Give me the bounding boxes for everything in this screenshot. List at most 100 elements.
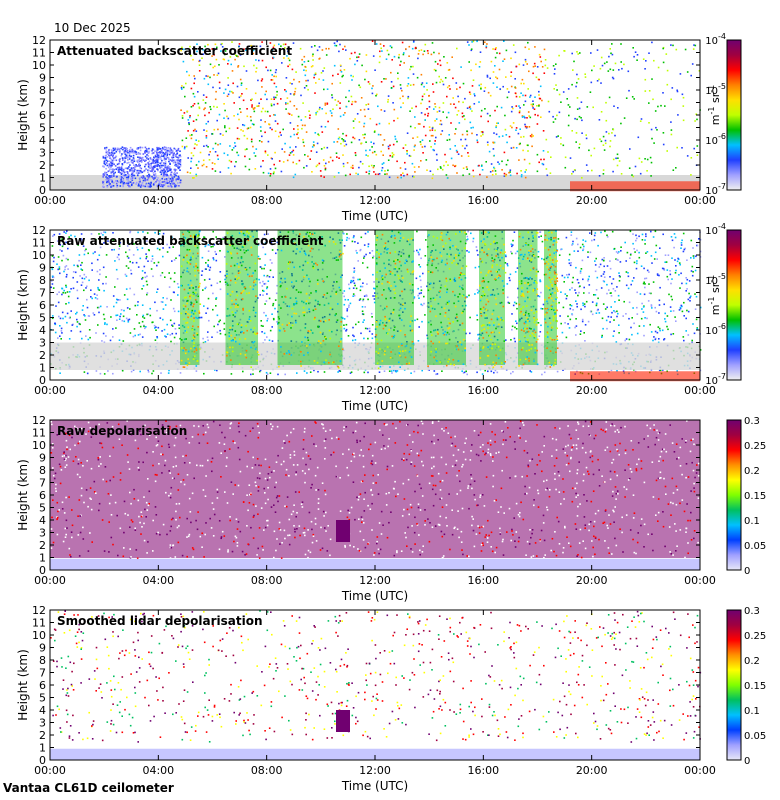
signal-pixel	[498, 52, 501, 55]
signal-pixel	[154, 339, 157, 341]
signal-pixel	[224, 281, 227, 283]
signal-pixel	[374, 173, 377, 176]
signal-pixel	[99, 305, 102, 308]
signal-pixel	[183, 245, 185, 248]
signal-pixel	[682, 105, 685, 107]
signal-pixel	[388, 259, 390, 261]
signal-pixel	[604, 142, 607, 145]
signal-pixel	[135, 153, 138, 155]
signal-pixel	[321, 108, 323, 110]
signal-pixel	[207, 259, 210, 262]
signal-pixel	[292, 161, 294, 164]
signal-pixel	[158, 180, 161, 183]
signal-pixel	[138, 162, 140, 165]
signal-pixel	[288, 113, 291, 115]
signal-pixel	[148, 174, 151, 177]
signal-pixel	[436, 373, 439, 375]
signal-pixel	[156, 336, 158, 338]
signal-pixel	[383, 289, 385, 291]
signal-pixel	[529, 96, 531, 98]
signal-pixel	[122, 148, 124, 151]
signal-pixel	[443, 164, 445, 167]
signal-pixel	[587, 251, 589, 253]
signal-pixel	[108, 154, 110, 156]
signal-pixel	[516, 250, 519, 253]
signal-pixel	[274, 299, 277, 301]
signal-pixel	[250, 99, 252, 101]
signal-pixel	[274, 96, 277, 99]
signal-pixel	[595, 304, 598, 307]
signal-pixel	[224, 256, 226, 258]
signal-pixel	[615, 341, 618, 343]
signal-pixel	[311, 171, 313, 173]
signal-pixel	[374, 69, 376, 71]
signal-pixel	[382, 144, 384, 146]
signal-pixel	[183, 256, 185, 259]
signal-pixel	[616, 153, 619, 156]
signal-pixel	[417, 53, 420, 55]
signal-pixel	[399, 279, 401, 281]
signal-pixel	[135, 181, 138, 184]
signal-pixel	[533, 108, 536, 110]
signal-pixel	[429, 129, 431, 132]
signal-pixel	[173, 280, 176, 283]
signal-pixel	[407, 95, 410, 98]
signal-pixel	[113, 175, 115, 177]
signal-pixel	[442, 83, 445, 86]
signal-pixel	[440, 167, 442, 169]
signal-pixel	[402, 53, 405, 56]
signal-pixel	[662, 267, 665, 270]
signal-pixel	[676, 90, 679, 93]
signal-pixel	[598, 266, 601, 268]
signal-pixel	[106, 306, 108, 308]
signal-pixel	[134, 166, 136, 168]
signal-pixel	[309, 237, 312, 239]
signal-pixel	[109, 339, 112, 342]
signal-pixel	[196, 43, 198, 45]
signal-pixel	[356, 56, 358, 59]
signal-pixel	[465, 166, 468, 168]
signal-pixel	[154, 162, 157, 164]
signal-pixel	[240, 264, 243, 267]
signal-pixel	[315, 82, 317, 84]
signal-pixel	[139, 186, 142, 188]
signal-pixel	[196, 266, 199, 269]
signal-pixel	[268, 297, 271, 300]
signal-pixel	[156, 288, 159, 290]
signal-pixel	[234, 315, 236, 318]
signal-pixel	[634, 165, 637, 168]
signal-pixel	[172, 307, 175, 310]
signal-pixel	[332, 74, 334, 77]
signal-pixel	[423, 302, 425, 305]
signal-pixel	[372, 273, 374, 276]
signal-pixel	[430, 331, 432, 333]
signal-pixel	[304, 74, 307, 77]
signal-pixel	[134, 177, 137, 180]
signal-pixel	[683, 248, 686, 251]
signal-pixel	[399, 84, 402, 86]
signal-pixel	[236, 85, 239, 88]
signal-pixel	[212, 245, 214, 248]
signal-pixel	[486, 74, 489, 77]
signal-pixel	[167, 179, 169, 182]
signal-pixel	[380, 81, 383, 83]
signal-pixel	[163, 180, 166, 183]
signal-pixel	[136, 173, 139, 175]
signal-pixel	[612, 288, 615, 290]
signal-pixel	[509, 174, 512, 177]
signal-pixel	[224, 278, 226, 281]
signal-pixel	[64, 315, 67, 318]
signal-pixel	[131, 172, 134, 175]
signal-pixel	[128, 156, 131, 158]
signal-pixel	[311, 55, 314, 57]
signal-pixel	[166, 168, 168, 170]
signal-pixel	[335, 333, 337, 336]
signal-pixel	[266, 98, 268, 101]
signal-pixel	[505, 163, 508, 166]
signal-pixel	[527, 318, 529, 320]
y-tick-label: 11	[32, 47, 46, 60]
signal-pixel	[151, 170, 153, 172]
signal-pixel	[466, 168, 468, 170]
signal-pixel	[271, 128, 273, 131]
signal-pixel	[452, 164, 454, 167]
